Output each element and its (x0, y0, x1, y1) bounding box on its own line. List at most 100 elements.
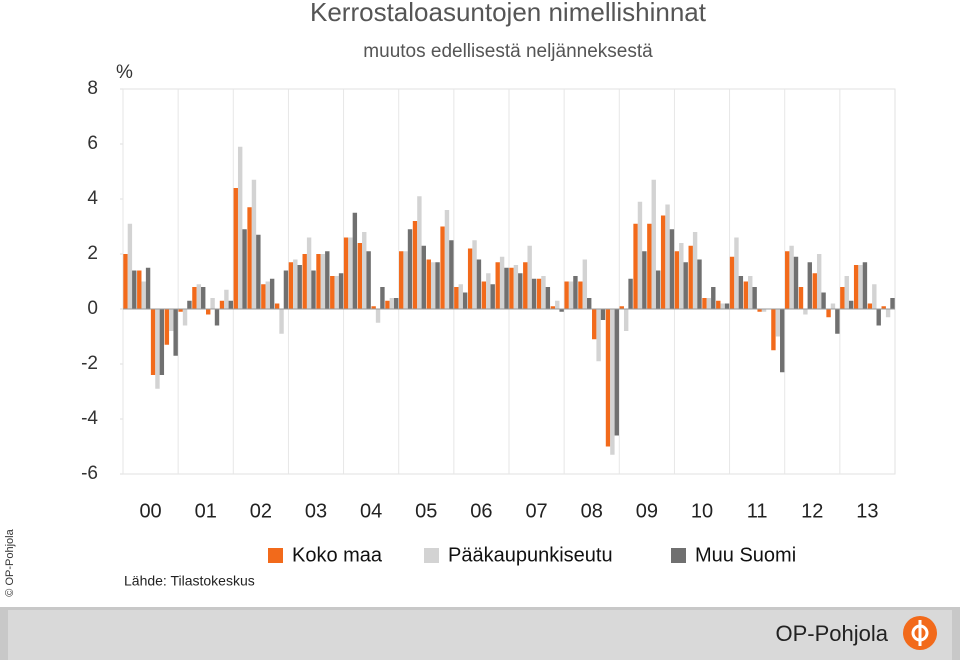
bar (228, 300, 233, 309)
bar (771, 309, 776, 351)
x-tick-label: 02 (250, 500, 272, 522)
bar (679, 243, 684, 309)
y-tick-label: 2 (87, 243, 98, 264)
bar (394, 298, 399, 309)
bar (614, 309, 619, 436)
bar (137, 270, 142, 309)
bar (752, 287, 757, 309)
bar (444, 210, 450, 309)
bar (844, 276, 849, 309)
bar (807, 262, 812, 309)
bar (210, 298, 215, 309)
bar (651, 179, 656, 309)
bar (380, 287, 385, 309)
bar (316, 254, 321, 309)
bar (633, 223, 638, 309)
bar (366, 251, 371, 309)
bar (840, 287, 845, 309)
bar (412, 221, 418, 309)
bar (867, 303, 873, 309)
bar (724, 303, 730, 309)
bar (582, 259, 588, 309)
bar (578, 281, 583, 309)
bar (826, 309, 831, 318)
bar (872, 284, 877, 309)
bar (440, 226, 445, 309)
y-tick-label: 4 (87, 188, 98, 209)
bar (518, 273, 523, 309)
bar (279, 309, 284, 334)
bar (375, 309, 381, 323)
bar (403, 251, 408, 309)
chart-title: Kerrostaloasuntojen nimellishinnat (310, 0, 707, 27)
bar (265, 281, 270, 309)
bar (789, 245, 794, 309)
bar (711, 287, 716, 309)
bar (655, 270, 661, 309)
bar (283, 270, 289, 309)
bar (793, 256, 799, 309)
bar (233, 188, 238, 309)
y-tick-label: -4 (81, 408, 98, 429)
bar (816, 254, 822, 309)
y-tick-label: 8 (87, 78, 98, 99)
bar (568, 281, 574, 309)
bar (242, 229, 247, 309)
bar (798, 287, 804, 309)
bar (206, 309, 211, 315)
bar (486, 273, 491, 309)
bar (835, 309, 840, 334)
bar (476, 259, 482, 309)
bar (334, 276, 339, 309)
bar (237, 146, 243, 309)
bar (531, 278, 537, 309)
bar (182, 309, 188, 326)
bar (311, 270, 316, 309)
bar (587, 298, 592, 309)
bar (702, 298, 707, 309)
bar (150, 309, 156, 375)
bar (201, 287, 206, 309)
bar (462, 292, 468, 309)
bar (619, 306, 624, 309)
bar (269, 278, 275, 309)
bar (637, 201, 643, 309)
bar (848, 300, 854, 309)
bar (647, 223, 652, 309)
y-tick-label: -6 (81, 463, 98, 484)
bar (890, 298, 895, 309)
bar (885, 309, 891, 318)
footer-inner (8, 610, 952, 660)
bar (605, 309, 611, 447)
bar (399, 251, 404, 309)
bar (628, 278, 633, 309)
bar (173, 309, 178, 356)
bar (610, 309, 615, 455)
logo-text: OP-Pohjola (775, 621, 888, 646)
legend-label: Pääkaupunkiseutu (448, 544, 613, 566)
bar (164, 309, 170, 345)
bar (385, 300, 390, 309)
bar (665, 204, 670, 309)
bar (757, 309, 762, 312)
y-tick-label: 0 (87, 298, 98, 319)
bar (674, 251, 680, 309)
bar (357, 243, 363, 309)
bar (692, 232, 698, 309)
bar (256, 234, 261, 309)
bar (187, 300, 192, 309)
bar (293, 259, 298, 309)
bar (169, 309, 174, 331)
bar (697, 259, 702, 309)
bar (145, 267, 151, 309)
bar (435, 262, 440, 309)
bar (454, 287, 459, 309)
bar (472, 240, 477, 309)
bar (297, 265, 302, 309)
bar (123, 254, 128, 309)
bar (555, 300, 560, 309)
bar (683, 262, 688, 309)
bar (504, 267, 509, 309)
x-tick-label: 00 (139, 500, 161, 522)
